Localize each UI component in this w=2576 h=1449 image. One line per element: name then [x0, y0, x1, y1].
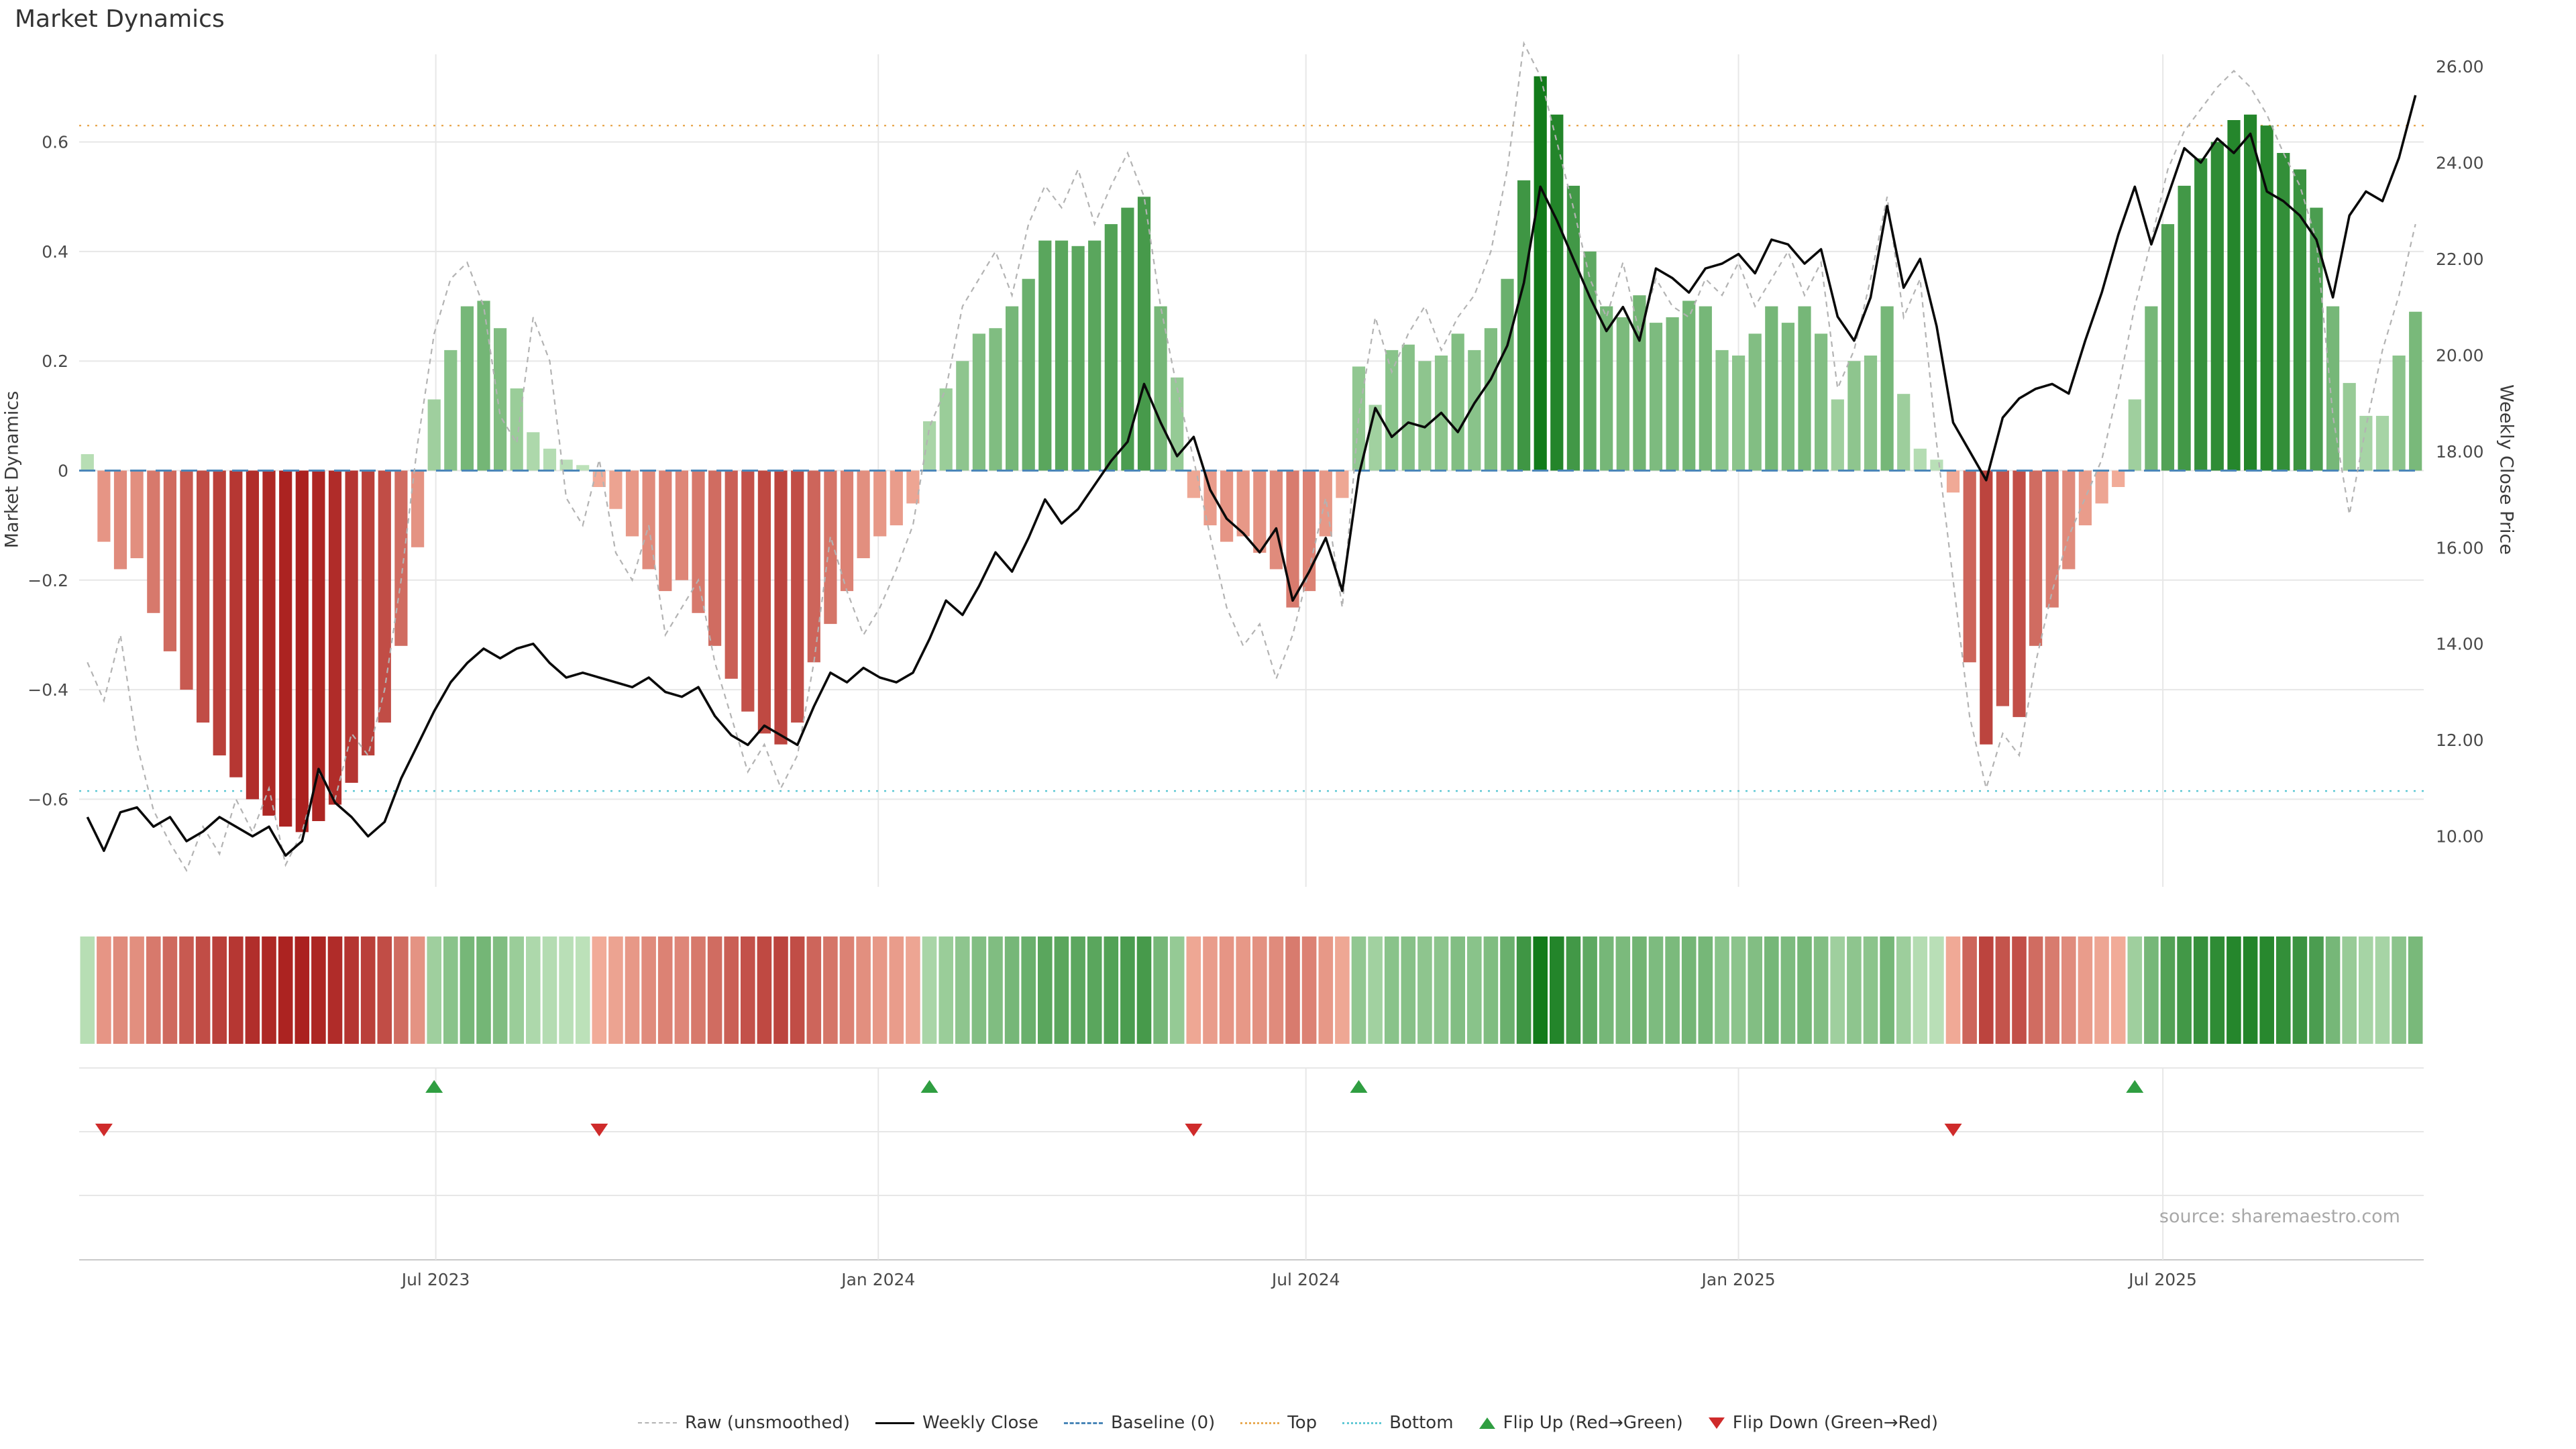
svg-text:0.6: 0.6 [42, 133, 68, 152]
legend-item-baseline: Baseline (0) [1063, 1413, 1216, 1433]
svg-text:14.00: 14.00 [2436, 635, 2484, 654]
legend-label-flip-up: Flip Up (Red→Green) [1503, 1413, 1683, 1433]
svg-text:22.00: 22.00 [2436, 250, 2484, 269]
flip-down-marker [1185, 1124, 1203, 1136]
axis-tick-labels: −0.6 −0.4 −0.2 0 0.2 0.4 0.6 10.00 12.00 14.00 16.… [28, 57, 2483, 1289]
svg-text:−0.2: −0.2 [28, 571, 68, 590]
flip-down-marker [1944, 1124, 1962, 1136]
legend-item-weekly-close: Weekly Close [875, 1413, 1038, 1433]
source-attribution: source: sharemaestro.com [2159, 1206, 2400, 1227]
svg-text:Jul 2025: Jul 2025 [2127, 1270, 2197, 1289]
flip-down-triangle-icon [1708, 1417, 1725, 1429]
flip-down-marker [590, 1124, 608, 1136]
svg-text:24.00: 24.00 [2436, 153, 2484, 172]
legend-label-bottom: Bottom [1389, 1413, 1454, 1433]
svg-text:26.00: 26.00 [2436, 57, 2484, 76]
svg-text:0.4: 0.4 [42, 242, 68, 262]
bottom-line-sample-icon [1342, 1421, 1382, 1424]
svg-text:Jan 2024: Jan 2024 [840, 1270, 915, 1289]
svg-text:0: 0 [58, 462, 68, 481]
svg-text:0.2: 0.2 [42, 352, 68, 371]
weekly-close-line-sample-icon [875, 1421, 915, 1424]
legend-item-flip-up: Flip Up (Red→Green) [1479, 1413, 1683, 1433]
flip-up-marker [1350, 1080, 1368, 1093]
dynamics-bars [80, 76, 2422, 833]
svg-text:−0.6: −0.6 [28, 790, 68, 809]
legend-item-top: Top [1240, 1413, 1317, 1433]
page-title: Market Dynamics [15, 5, 225, 33]
svg-text:Jul 2023: Jul 2023 [400, 1270, 470, 1289]
legend-item-bottom: Bottom [1342, 1413, 1454, 1433]
raw-line-sample-icon [637, 1422, 677, 1424]
flip-marker-panel [79, 1067, 2424, 1260]
legend-label-weekly-close: Weekly Close [922, 1413, 1038, 1433]
legend-label-flip-down: Flip Down (Green→Red) [1732, 1413, 1939, 1433]
top-line-sample-icon [1240, 1421, 1280, 1424]
svg-text:12.00: 12.00 [2436, 731, 2484, 750]
legend-item-flip-down: Flip Down (Green→Red) [1708, 1413, 1939, 1433]
svg-text:10.00: 10.00 [2436, 827, 2484, 847]
svg-text:20.00: 20.00 [2436, 345, 2484, 365]
flip-up-marker [920, 1080, 938, 1093]
weekly-close-line [86, 95, 2417, 857]
svg-text:Jul 2024: Jul 2024 [1271, 1270, 1340, 1289]
flip-up-marker [2126, 1080, 2144, 1093]
legend-label-baseline: Baseline (0) [1110, 1413, 1216, 1433]
svg-text:−0.4: −0.4 [28, 680, 68, 700]
svg-text:16.00: 16.00 [2436, 538, 2484, 557]
flip-down-marker [95, 1124, 113, 1136]
flip-up-triangle-icon [1479, 1417, 1495, 1429]
svg-text:Jan 2025: Jan 2025 [1701, 1270, 1776, 1289]
legend-item-raw: Raw (unsmoothed) [637, 1413, 851, 1433]
baseline-line-sample-icon [1063, 1421, 1103, 1424]
legend-label-raw: Raw (unsmoothed) [684, 1413, 851, 1433]
legend-label-top: Top [1287, 1413, 1318, 1433]
svg-text:18.00: 18.00 [2436, 442, 2484, 462]
legend: Raw (unsmoothed) Weekly Close Baseline (… [637, 1413, 1939, 1433]
raw-line [87, 41, 2416, 873]
heatmap-strip [80, 936, 2423, 1044]
flip-up-marker [425, 1080, 443, 1093]
